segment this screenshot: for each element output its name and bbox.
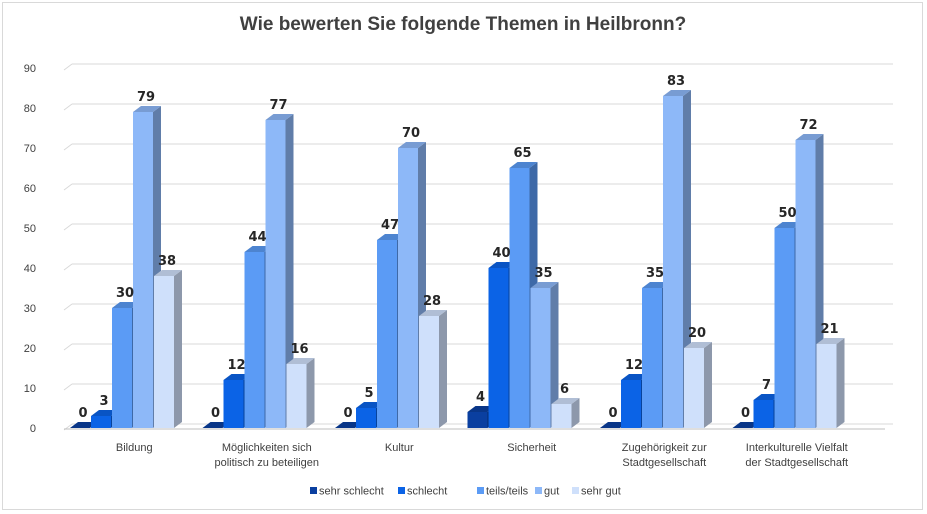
data-label: 77: [269, 98, 287, 113]
category-label: Interkulturelle Vielfalt der Stadtgesells…: [745, 442, 848, 469]
legend-label: sehr schlecht: [319, 486, 384, 498]
data-label: 47: [381, 218, 399, 233]
bar-6-5: [816, 338, 845, 428]
bar-2-4: [265, 114, 294, 428]
bar-5-5: [684, 342, 712, 428]
category-label: Zugehörigkeit zur Stadtgesellschaft: [622, 442, 707, 469]
data-label: 30: [116, 286, 134, 301]
legend-item: sehr gut: [572, 486, 621, 498]
gridline-80: [63, 103, 893, 111]
y-tick-label: 60: [24, 183, 36, 195]
data-label: 0: [343, 406, 352, 421]
data-label: 0: [78, 406, 87, 421]
data-label: 35: [534, 266, 552, 281]
gridlines: [63, 63, 893, 431]
data-label: 5: [364, 386, 373, 401]
data-label: 70: [402, 126, 420, 141]
gridline-40: [63, 263, 893, 271]
y-tick-label: 50: [24, 223, 36, 235]
legend-label: schlecht: [407, 486, 447, 498]
data-label: 35: [646, 266, 664, 281]
y-tick-label: 10: [24, 383, 36, 395]
category-label: Sicherheit: [507, 442, 556, 454]
data-label: 6: [560, 382, 569, 397]
bar-3-5: [419, 310, 447, 428]
legend-item: gut: [535, 486, 559, 498]
gridline-60: [63, 183, 893, 191]
x-axis-categories: Bildung Möglichkeiten sich politisch zu be…: [116, 442, 848, 469]
gridline-20: [63, 343, 893, 351]
bars: [70, 90, 845, 428]
data-label: 83: [667, 74, 685, 89]
data-label: 12: [625, 358, 643, 373]
data-label: 40: [492, 246, 510, 261]
gridline-30: [63, 303, 893, 311]
data-labels: 0330793801244771605477028440653560123583…: [78, 74, 838, 421]
legend-label: teils/teils: [486, 486, 529, 498]
bar-4-4: [530, 282, 559, 428]
bar-2-5: [286, 358, 315, 428]
y-tick-label: 0: [30, 423, 36, 435]
bar-4-5: [551, 398, 580, 428]
data-label: 38: [158, 254, 176, 269]
data-label: 0: [608, 406, 617, 421]
legend-label: gut: [544, 486, 559, 498]
legend-item: schlecht: [398, 486, 447, 498]
legend: sehr schlecht schlecht teils/teils gut sehr …: [310, 486, 621, 498]
bar-5-4: [663, 90, 691, 428]
chart-title: Wie bewerten Sie folgende Themen in Heil…: [240, 14, 686, 35]
data-label: 12: [227, 358, 245, 373]
data-label: 21: [820, 322, 838, 337]
y-axis-ticks: 0 10 20 30 40 50 60 70 80 90: [24, 63, 36, 435]
data-label: 3: [99, 394, 108, 409]
data-label: 72: [799, 118, 817, 133]
data-label: 28: [423, 294, 441, 309]
y-tick-label: 40: [24, 263, 36, 275]
legend-label: sehr gut: [581, 486, 621, 498]
legend-swatch: [535, 487, 542, 494]
data-label: 50: [778, 206, 796, 221]
gridline-90: [63, 63, 893, 71]
data-label: 79: [137, 90, 155, 105]
y-tick-label: 30: [24, 303, 36, 315]
legend-swatch: [572, 487, 579, 494]
bar-1-5: [154, 270, 182, 428]
gridline-70: [63, 143, 893, 151]
data-label: 0: [211, 406, 220, 421]
legend-swatch: [477, 487, 484, 494]
gridline-50: [63, 223, 893, 231]
legend-swatch: [310, 487, 317, 494]
y-tick-label: 90: [24, 63, 36, 75]
legend-item: sehr schlecht: [310, 486, 384, 498]
y-tick-label: 80: [24, 103, 36, 115]
y-tick-label: 20: [24, 343, 36, 355]
data-label: 16: [290, 342, 308, 357]
category-label: Bildung: [116, 442, 153, 454]
legend-item: teils/teils: [477, 486, 529, 498]
data-label: 4: [476, 390, 485, 405]
category-label: Kultur: [385, 442, 414, 454]
legend-swatch: [398, 487, 405, 494]
data-label: 44: [248, 230, 266, 245]
y-tick-label: 70: [24, 143, 36, 155]
gridline-10: [63, 383, 893, 391]
category-label: Möglichkeiten sich politisch zu beteilige…: [214, 442, 319, 469]
data-label: 20: [688, 326, 706, 341]
data-label: 7: [762, 378, 771, 393]
data-label: 65: [513, 146, 531, 161]
data-label: 0: [741, 406, 750, 421]
